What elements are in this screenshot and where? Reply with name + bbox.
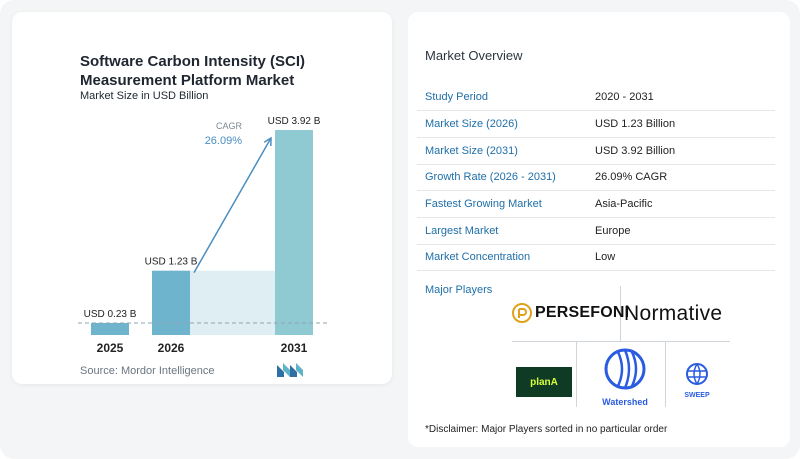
overview-value: 26.09% CAGR xyxy=(595,171,668,184)
sweep-logo: SWEEP xyxy=(675,362,719,399)
overview-title: Market Overview xyxy=(425,48,523,63)
overview-value: 2020 - 2031 xyxy=(595,91,654,104)
overview-row: Largest Market Europe xyxy=(417,217,775,245)
overview-row: Market Size (2026) USD 1.23 Billion xyxy=(417,111,775,138)
logo-divider xyxy=(665,341,666,407)
x-tick-label: 2026 xyxy=(158,341,185,355)
overview-table: Study Period 2020 - 2031 Market Size (20… xyxy=(417,84,775,271)
data-label: USD 0.23 B xyxy=(84,309,137,320)
overview-value: Asia-Pacific xyxy=(595,198,653,211)
sweep-logo-text: SWEEP xyxy=(684,392,710,399)
overview-row: Fastest Growing Market Asia-Pacific xyxy=(417,191,775,218)
plana-logo: planA xyxy=(516,367,572,397)
overview-value: USD 3.92 Billion xyxy=(595,144,676,157)
overview-row: Growth Rate (2026 - 2031) 26.09% CAGR xyxy=(417,164,775,191)
x-tick-label: 2031 xyxy=(281,341,308,355)
overview-row: Market Concentration Low xyxy=(417,244,775,271)
bar-2025 xyxy=(91,322,129,335)
persefoni-logo-text: PERSEFONI xyxy=(535,304,630,321)
overview-label: Market Size (2026) xyxy=(425,118,518,131)
logo-divider xyxy=(620,286,621,342)
cagr-arrowhead xyxy=(263,136,272,147)
overview-label: Growth Rate (2026 - 2031) xyxy=(425,171,556,184)
cagr-value: 26.09% xyxy=(205,135,243,147)
cagr-arrow xyxy=(193,137,272,274)
overview-value: Low xyxy=(595,251,616,264)
disclaimer-text: *Disclaimer: Major Players sorted in no … xyxy=(425,424,668,435)
overview-label: Market Size (2031) xyxy=(425,144,518,157)
watershed-logo: Watershed xyxy=(590,348,660,407)
overview-label: Market Concentration xyxy=(425,251,531,264)
major-players-title: Major Players xyxy=(425,284,493,296)
chart-subtitle: Market Size in USD Billion xyxy=(80,90,209,102)
chart-title: Software Carbon Intensity (SCI) Measurem… xyxy=(80,53,306,89)
sweep-globe-icon xyxy=(686,363,708,385)
x-tick-label: 2025 xyxy=(97,341,124,355)
logo-divider xyxy=(576,341,577,407)
persefoni-mark-icon xyxy=(512,303,532,323)
overview-row: Study Period 2020 - 2031 xyxy=(417,84,775,111)
overview-value: Europe xyxy=(595,224,631,237)
overview-row: Market Size (2031) USD 3.92 Billion xyxy=(417,137,775,165)
overview-value: USD 1.23 Billion xyxy=(595,118,676,131)
growth-band xyxy=(190,270,275,335)
watershed-globe-icon xyxy=(604,348,646,390)
source-text: Source: Mordor Intelligence xyxy=(80,365,215,377)
overview-label: Largest Market xyxy=(425,224,499,237)
overview-label: Fastest Growing Market xyxy=(425,198,542,211)
overview-panel xyxy=(408,12,790,447)
persefoni-logo: PERSEFONI xyxy=(512,303,629,323)
cagr-label: CAGR xyxy=(216,121,243,131)
bar-2026 xyxy=(152,270,190,335)
overview-label: Study Period xyxy=(425,91,488,104)
watershed-logo-text: Watershed xyxy=(602,397,648,407)
bar-chart: USD 0.23 B 2025 USD 1.23 B 2026 USD 3.92 B 20… xyxy=(78,116,330,355)
mordor-logo-icon xyxy=(277,363,303,377)
normative-logo: Normative xyxy=(624,302,723,325)
data-label: USD 1.23 B xyxy=(145,257,198,268)
data-label: USD 3.92 B xyxy=(268,116,321,127)
logo-divider xyxy=(512,341,730,342)
bar-2031 xyxy=(275,130,313,335)
